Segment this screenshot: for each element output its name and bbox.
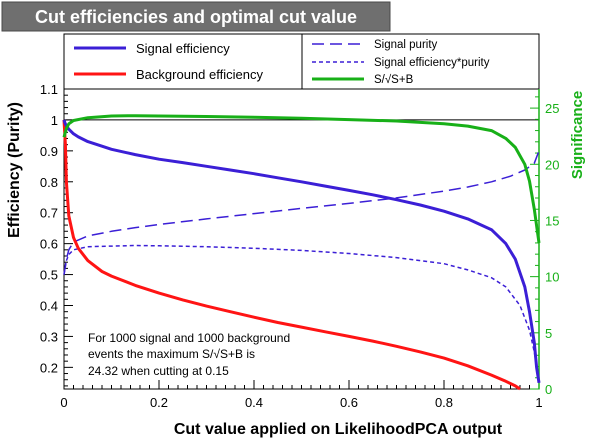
y-tick-label: 0.6 xyxy=(40,237,58,252)
annotation: For 1000 signal and 1000 background even… xyxy=(88,331,290,378)
series-line-0 xyxy=(62,119,541,384)
series-line-3 xyxy=(63,244,540,383)
legend-label: Background efficiency xyxy=(136,67,263,82)
series-line-2 xyxy=(63,150,540,275)
y-tick-label: 0.9 xyxy=(40,144,58,159)
x-tick-label: 0.2 xyxy=(150,395,168,410)
y2-tick-label: 5 xyxy=(545,326,552,341)
x-axis-label: Cut value applied on LikelihoodPCA outpu… xyxy=(174,421,503,438)
annotation-line-2: events the maximum S/√S+B is xyxy=(88,347,255,361)
y-tick-label: 0.7 xyxy=(40,206,58,221)
x-tick-label: 0.6 xyxy=(340,395,358,410)
y-tick-label: 0.5 xyxy=(40,268,58,283)
y-tick-label: 0.8 xyxy=(40,175,58,190)
x-tick-label: 0.8 xyxy=(435,395,453,410)
series-line-1 xyxy=(62,119,521,391)
annotation-line-1: For 1000 signal and 1000 background xyxy=(88,331,290,345)
y2-tick-label: 20 xyxy=(545,157,559,172)
y2-tick-label: 15 xyxy=(545,213,559,228)
chart-title: Cut efficiencies and optimal cut value xyxy=(35,7,357,27)
y-axis-label: Efficiency (Purity) xyxy=(6,102,23,238)
x-tick-label: 1 xyxy=(535,395,542,410)
legend-label: Signal purity xyxy=(374,39,438,51)
y-tick-label: 1.1 xyxy=(40,82,58,97)
legend-label: S/√S+B xyxy=(374,73,414,86)
y2-axis-label: Significance xyxy=(569,91,586,179)
annotation-line-3: 24.32 when cutting at 0.15 xyxy=(88,364,229,378)
legend: Signal efficiency Background efficiency Si… xyxy=(63,33,540,90)
x-tick-label: 0.4 xyxy=(245,395,263,410)
y-tick-label: 1 xyxy=(51,113,58,128)
title-background xyxy=(1,1,391,32)
y2-tick-label: 25 xyxy=(545,101,559,116)
legend-label: Signal efficiency*purity xyxy=(374,57,490,69)
y-tick-label: 0.2 xyxy=(40,360,58,375)
legend-label: Signal efficiency xyxy=(136,41,230,56)
y2-tick-label: 0 xyxy=(545,382,552,397)
title-box: Cut efficiencies and optimal cut value xyxy=(1,1,391,32)
y-tick-label: 0.4 xyxy=(40,298,58,313)
x-tick-label: 0 xyxy=(60,395,67,410)
y2-tick-label: 10 xyxy=(545,270,559,285)
series-line-4 xyxy=(62,114,541,244)
y-tick-label: 0.3 xyxy=(40,329,58,344)
